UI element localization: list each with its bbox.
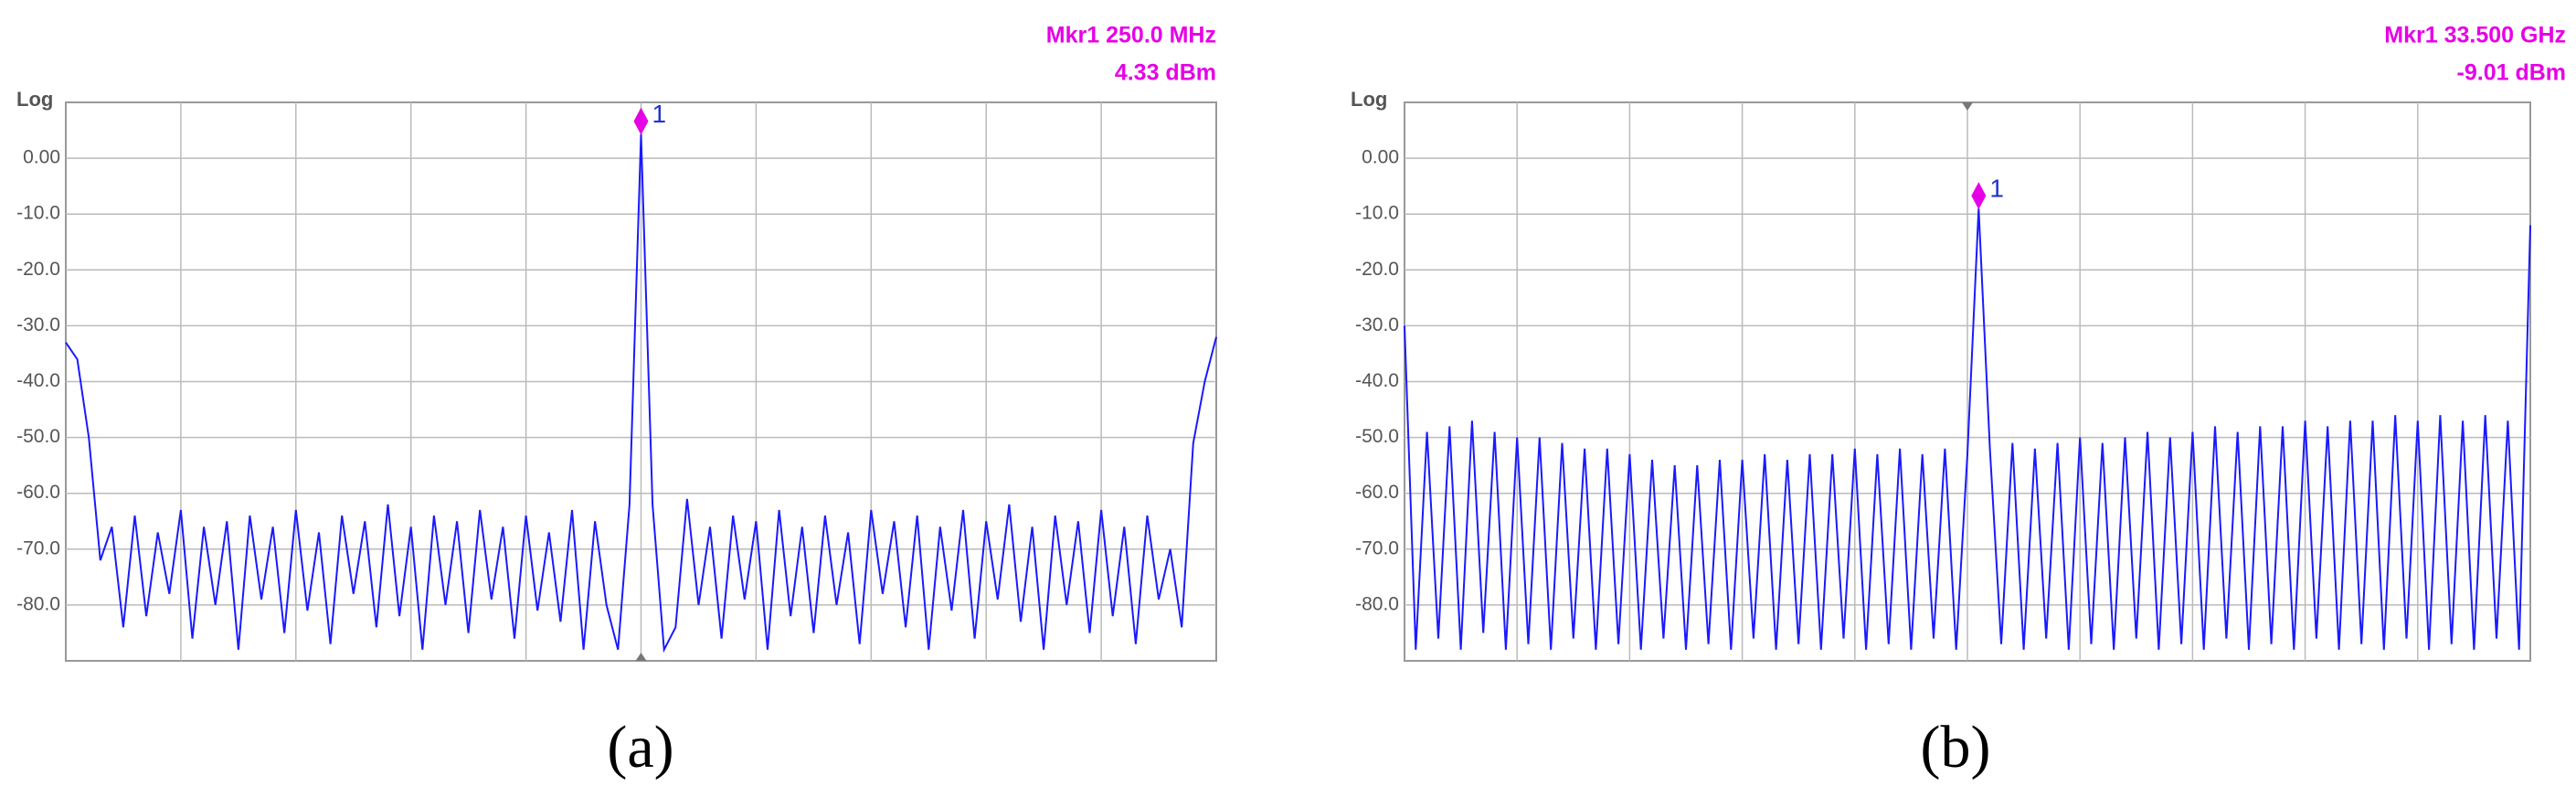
marker [633, 107, 649, 135]
y-tick-label: -60.0 [1355, 482, 1399, 503]
y-tick-label: -80.0 [16, 593, 60, 614]
marker-readout: Mkr1 250.0 MHz [1046, 23, 1216, 48]
y-tick-label: -70.0 [16, 537, 60, 558]
y-tick-label: -10.0 [1355, 203, 1399, 224]
scale-label: Log [1351, 88, 1387, 111]
y-tick-label: 0.00 [1362, 147, 1399, 168]
y-tick-label: -60.0 [16, 482, 60, 503]
center-indicator [1962, 102, 1973, 111]
y-tick-label: 0.00 [23, 147, 60, 168]
y-tick-label: -40.0 [16, 370, 60, 391]
y-tick-label: -40.0 [1355, 370, 1399, 391]
caption: (b) [1921, 714, 1991, 781]
marker-readout-value: 4.33 dBm [1115, 60, 1216, 86]
marker-id: 1 [1989, 175, 2004, 203]
caption: (a) [607, 714, 673, 781]
y-tick-label: -70.0 [1355, 537, 1399, 558]
y-tick-label: -30.0 [1355, 314, 1399, 335]
y-tick-label: -50.0 [1355, 426, 1399, 447]
panel: 0.00 -10.0 -20.0 -30.0 -40.0 -50.0 -60.0 -70.0 -… [16, 23, 1217, 781]
panel: 0.00 -10.0 -20.0 -30.0 -40.0 -50.0 -60.0 -70.0 -… [1351, 23, 2566, 781]
center-indicator [635, 653, 647, 661]
y-tick-label: -50.0 [16, 426, 60, 447]
y-tick-label: -20.0 [1355, 259, 1399, 280]
marker-readout: Mkr1 33.500 GHz [2384, 23, 2566, 48]
marker-readout-value: -9.01 dBm [2457, 60, 2566, 86]
trace [1404, 208, 2531, 650]
scale-label: Log [16, 88, 53, 111]
y-tick-label: -10.0 [16, 203, 60, 224]
marker [1971, 182, 1987, 210]
y-tick-label: -80.0 [1355, 593, 1399, 614]
y-tick-label: -30.0 [16, 314, 60, 335]
marker-id: 1 [652, 100, 667, 128]
y-tick-label: -20.0 [16, 259, 60, 280]
